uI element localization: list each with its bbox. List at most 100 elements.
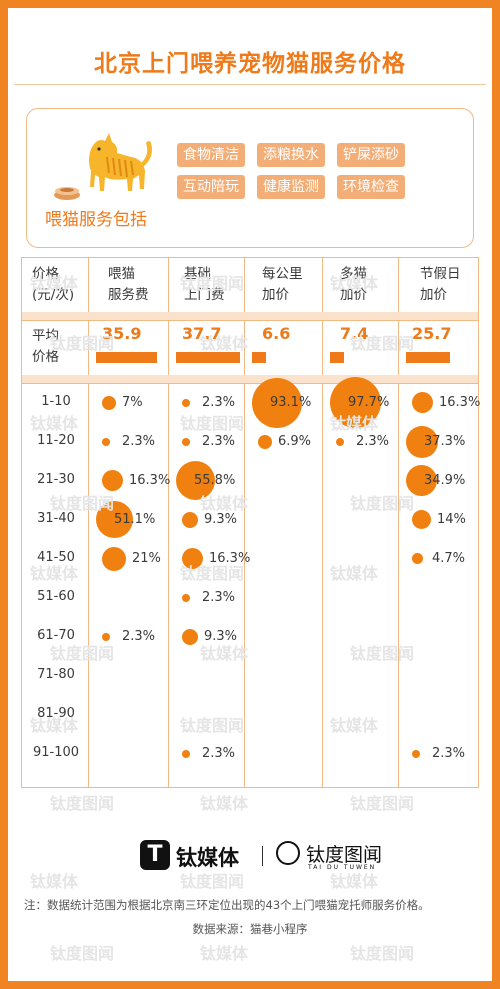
range-label-7: 71-80 bbox=[37, 667, 75, 682]
avg-bar-0 bbox=[96, 352, 157, 363]
cell-dot-1-4 bbox=[182, 548, 203, 569]
services-caption: 喂猫服务包括 bbox=[45, 210, 147, 230]
cell-value-0-3: 51.1% bbox=[114, 511, 156, 527]
header-price: 价格 (元/次) bbox=[32, 264, 74, 306]
cell-dot-2-1 bbox=[258, 434, 272, 449]
header-per-km: 每公里 加价 bbox=[262, 264, 303, 306]
header-per-km-line2: 加价 bbox=[262, 287, 289, 303]
avg-label: 平均 价格 bbox=[32, 326, 59, 368]
header-visit-fee: 基础 上门费 bbox=[184, 264, 225, 306]
services-card: 喂猫服务包括 食物清洁 添粮换水 铲屎添砂 互动陪玩 健康监测 环境检查 bbox=[26, 108, 474, 248]
cell-dot-4-3 bbox=[412, 510, 431, 529]
cell-value-1-2: 55.8% bbox=[194, 472, 236, 488]
cell-dot-0-1 bbox=[102, 437, 110, 446]
cell-dot-0-3 bbox=[96, 501, 133, 538]
cell-value-1-3: 9.3% bbox=[204, 511, 238, 527]
range-label-5: 51-60 bbox=[37, 589, 75, 604]
cell-value-0-4: 21% bbox=[132, 550, 161, 566]
avg-gap bbox=[22, 375, 478, 383]
cell-dot-1-6 bbox=[182, 628, 198, 645]
header-visit-fee-line1: 基础 bbox=[184, 266, 211, 282]
cell-value-1-6: 9.3% bbox=[204, 628, 238, 644]
cell-dot-1-9 bbox=[182, 749, 190, 758]
cell-dot-1-3 bbox=[182, 511, 198, 528]
header-gap bbox=[22, 312, 478, 320]
range-label-8: 81-90 bbox=[37, 706, 75, 721]
avg-value-4: 25.7 bbox=[412, 324, 452, 343]
cell-dot-3-0 bbox=[330, 377, 381, 428]
row-divider bbox=[22, 320, 478, 321]
tmt-logo-icon: T bbox=[140, 840, 170, 870]
tag-litter: 铲屎添砂 bbox=[337, 143, 405, 167]
range-label-0: 1-10 bbox=[41, 394, 71, 409]
brand-bar: T 钛媒体 钛度图闻 TAI DU TUWEN bbox=[0, 838, 500, 878]
cell-dot-4-1 bbox=[406, 425, 438, 458]
range-label-1: 11-20 bbox=[37, 433, 75, 448]
tag-play: 互动陪玩 bbox=[177, 175, 245, 199]
footnote: 注：数据统计范围为根据北京南三环定位出现的43个上门喂猫宠托师服务价格。 bbox=[24, 898, 430, 912]
avg-value-1: 37.7 bbox=[182, 324, 222, 343]
header-multi-cat: 多猫 加价 bbox=[340, 264, 367, 306]
cell-dot-4-0 bbox=[412, 392, 433, 413]
range-label-6: 61-70 bbox=[37, 628, 75, 643]
avg-value-3: 7.4 bbox=[340, 324, 369, 343]
header-holiday: 节假日 加价 bbox=[420, 264, 461, 306]
col-divider bbox=[398, 258, 399, 787]
price-table: 价格 (元/次) 喂猫 服务费 基础 上门费 每公里 加价 多猫 加价 节假日 … bbox=[21, 257, 481, 788]
cell-value-0-1: 2.3% bbox=[122, 433, 156, 449]
avg-value-0: 35.9 bbox=[102, 324, 142, 343]
cell-value-1-9: 2.3% bbox=[202, 745, 236, 761]
cell-dot-0-6 bbox=[102, 632, 110, 641]
cell-value-2-0: 93.1% bbox=[270, 394, 312, 410]
cell-dot-1-1 bbox=[182, 437, 190, 446]
cell-dot-1-0 bbox=[182, 398, 190, 407]
header-feeding-fee-line1: 喂猫 bbox=[108, 266, 135, 282]
cell-value-1-4: 16.3% bbox=[209, 550, 251, 566]
header-per-km-line1: 每公里 bbox=[262, 266, 303, 282]
cell-value-4-2: 34.9% bbox=[424, 472, 466, 488]
tdtw-logo-icon bbox=[276, 841, 300, 865]
header-price-line2: (元/次) bbox=[32, 287, 75, 303]
col-divider bbox=[168, 258, 169, 787]
cell-value-3-0: 97.7% bbox=[348, 394, 390, 410]
header-holiday-line2: 加价 bbox=[420, 287, 447, 303]
header-multi-cat-line2: 加价 bbox=[340, 287, 367, 303]
cell-value-0-0: 7% bbox=[122, 394, 143, 410]
cell-value-4-0: 16.3% bbox=[439, 394, 481, 410]
page-title: 北京上门喂养宠物猫服务价格 bbox=[94, 51, 406, 77]
cell-value-0-2: 16.3% bbox=[129, 472, 171, 488]
cell-value-1-5: 2.3% bbox=[202, 589, 236, 605]
avg-label-line1: 平均 bbox=[32, 328, 59, 344]
avg-value-2: 6.6 bbox=[262, 324, 291, 343]
header-feeding-fee: 喂猫 服务费 bbox=[108, 264, 149, 306]
range-label-3: 31-40 bbox=[37, 511, 75, 526]
cell-value-4-9: 2.3% bbox=[432, 745, 466, 761]
cell-dot-4-4 bbox=[412, 553, 423, 564]
tmt-logo-text: 钛媒体 bbox=[176, 846, 239, 870]
cell-value-0-6: 2.3% bbox=[122, 628, 156, 644]
avg-bar-1 bbox=[176, 352, 240, 363]
cell-value-4-1: 37.3% bbox=[424, 433, 466, 449]
cell-dot-0-4 bbox=[102, 546, 126, 571]
range-label-9: 91-100 bbox=[32, 745, 80, 760]
cell-value-1-0: 2.3% bbox=[202, 394, 236, 410]
cell-dot-3-1 bbox=[336, 437, 344, 446]
tag-health: 健康监测 bbox=[257, 175, 325, 199]
header-visit-fee-line2: 上门费 bbox=[184, 287, 225, 303]
range-label-2: 21-30 bbox=[37, 472, 75, 487]
col-divider bbox=[88, 258, 89, 787]
cell-value-4-3: 14% bbox=[437, 511, 466, 527]
data-source: 数据来源：猫巷小程序 bbox=[192, 922, 308, 936]
avg-bar-2 bbox=[252, 352, 266, 363]
avg-label-line2: 价格 bbox=[32, 349, 59, 365]
range-label-4: 41-50 bbox=[37, 550, 75, 565]
tdtw-logo-subtitle: TAI DU TUWEN bbox=[308, 864, 377, 871]
cell-dot-0-2 bbox=[102, 470, 123, 491]
cell-dot-1-5 bbox=[182, 593, 190, 602]
col-divider bbox=[244, 258, 245, 787]
cat-icon bbox=[47, 127, 157, 207]
title-divider bbox=[14, 84, 486, 85]
cell-dot-2-0 bbox=[252, 377, 302, 428]
tag-food-clean: 食物清洁 bbox=[177, 143, 245, 167]
